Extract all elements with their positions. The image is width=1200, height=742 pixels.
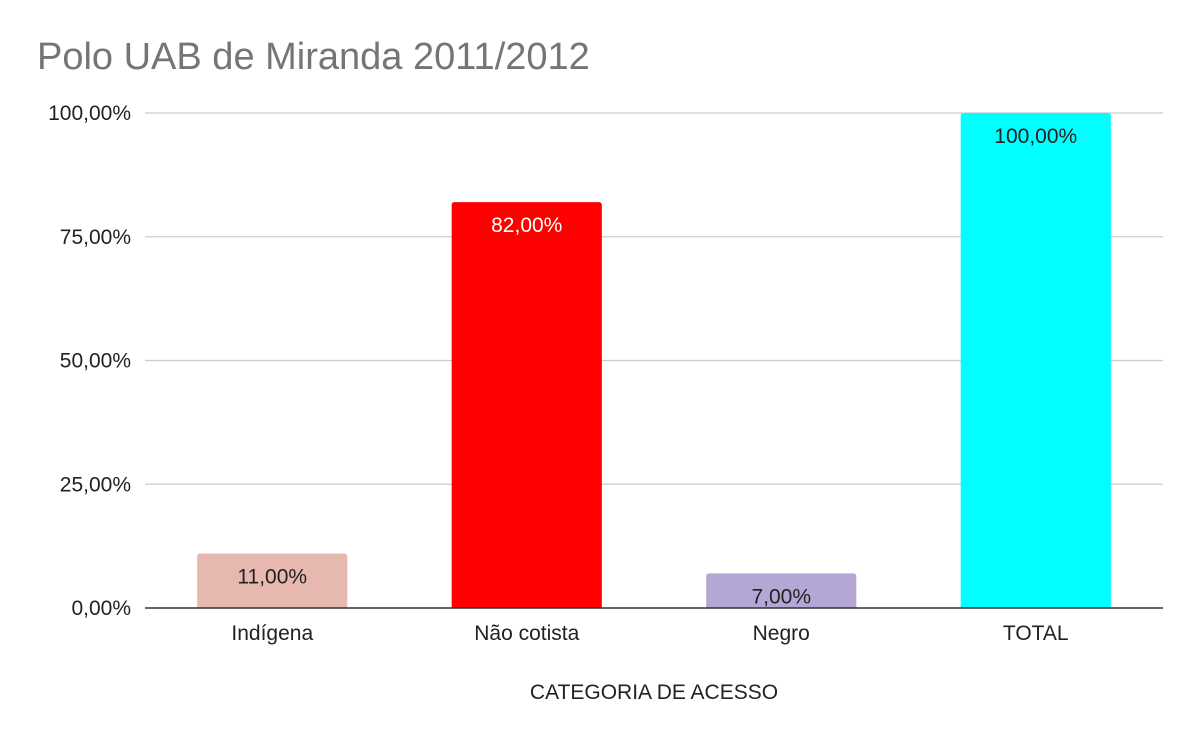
x-tick-label: Negro — [753, 622, 810, 645]
bar — [197, 553, 348, 608]
x-axis-ticks: Indígena Não cotista Negro TOTAL — [231, 622, 1068, 645]
bar — [706, 573, 857, 608]
y-tick-label: 50,00% — [60, 350, 131, 373]
data-label: 7,00% — [751, 585, 811, 608]
y-tick-label: 0,00% — [71, 597, 131, 620]
y-tick-label: 100,00% — [48, 102, 131, 125]
y-tick-label: 75,00% — [60, 226, 131, 249]
data-label: 11,00% — [237, 566, 307, 589]
data-label: 82,00% — [491, 214, 562, 237]
y-tick-label: 25,00% — [60, 473, 131, 496]
x-tick-label: Não cotista — [474, 622, 579, 645]
x-axis-title: CATEGORIA DE ACESSO — [530, 681, 778, 704]
data-label: 100,00% — [994, 125, 1077, 148]
chart-title: Polo UAB de Miranda 2011/2012 — [37, 36, 590, 78]
bar — [960, 113, 1111, 608]
bars: 11,00% 82,00% 7,00% 100,00% — [197, 113, 1111, 608]
x-tick-label: Indígena — [231, 622, 313, 645]
x-tick-label: TOTAL — [1003, 622, 1069, 645]
bar — [451, 202, 602, 608]
y-axis-ticks: 0,00% 25,00% 50,00% 75,00% 100,00% — [48, 102, 131, 620]
